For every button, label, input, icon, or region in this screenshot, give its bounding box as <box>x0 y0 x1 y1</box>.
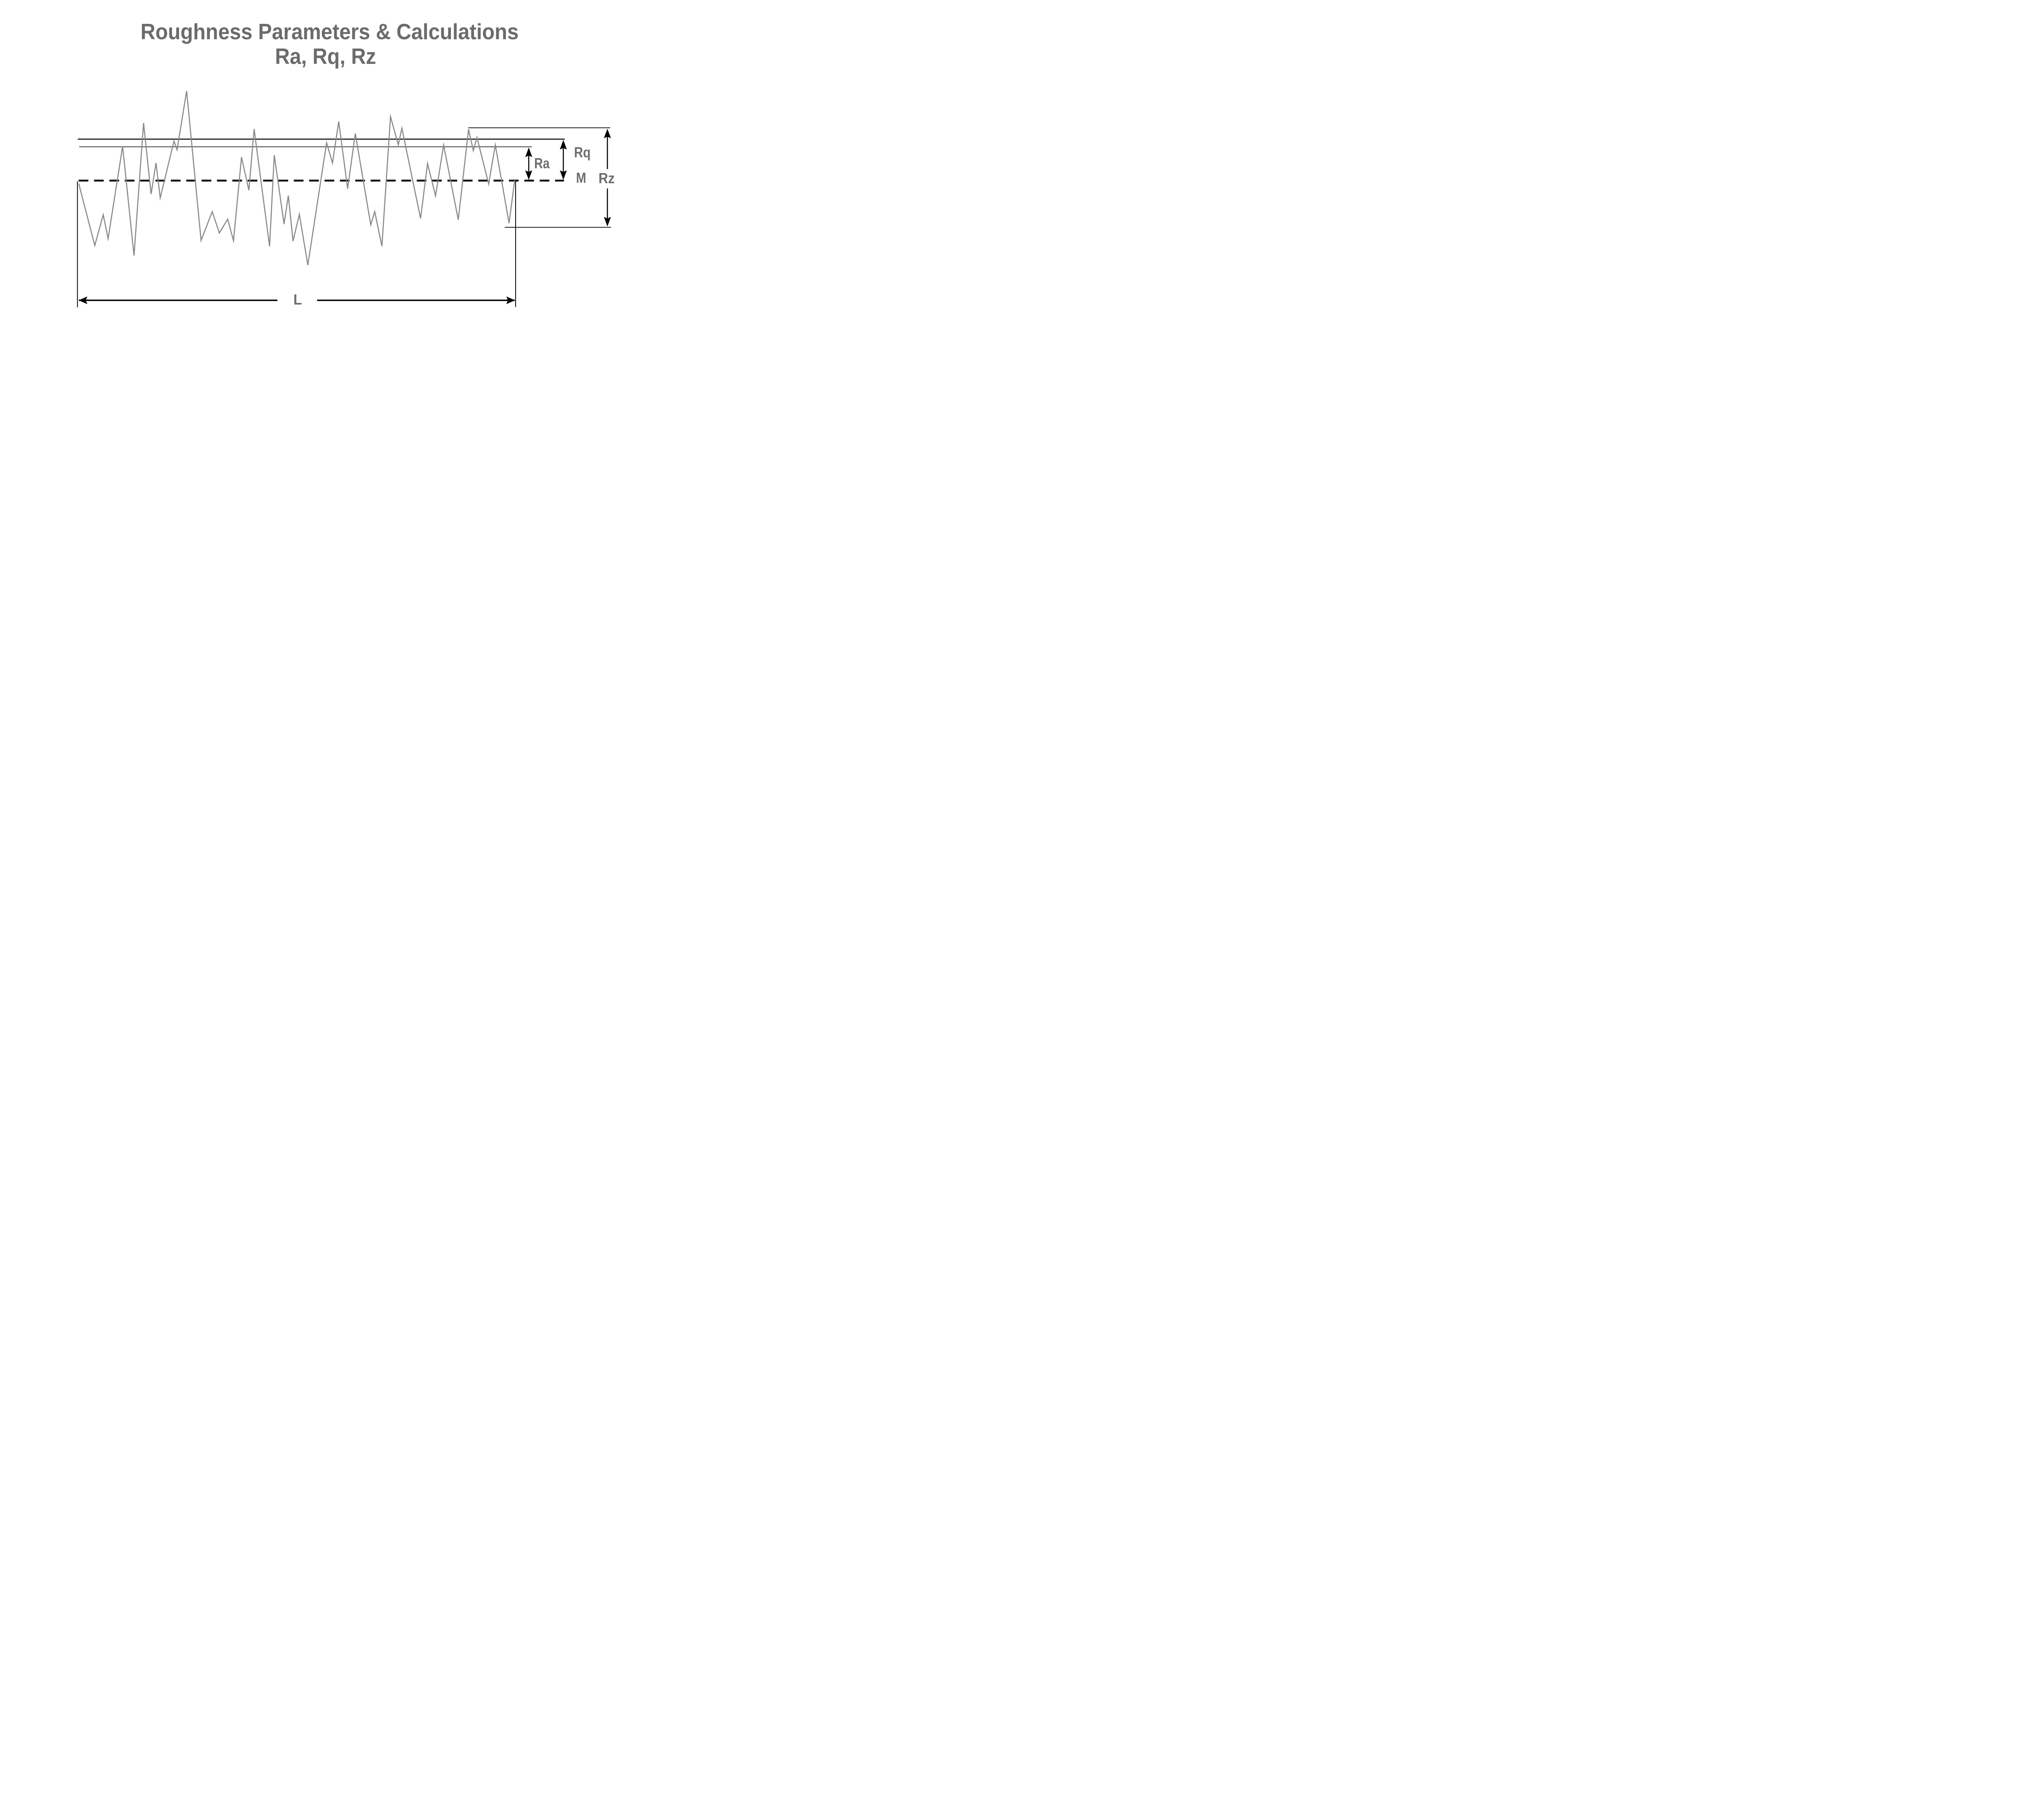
arrowhead-right-icon <box>506 296 515 304</box>
length-label: L <box>294 291 302 308</box>
arrowhead-down-icon <box>604 217 611 226</box>
arrowhead-up-icon <box>560 140 567 150</box>
arrowhead-up-icon <box>604 129 611 138</box>
diagram-canvas: Roughness Parameters & Calculations Ra, … <box>77 19 615 308</box>
mean-line-label: M <box>576 169 586 186</box>
page-title: Roughness Parameters & Calculations <box>141 19 519 44</box>
roughness-diagram: Roughness Parameters & Calculations Ra, … <box>0 0 647 364</box>
rq-dimension-arrow <box>560 140 567 180</box>
ra-label: Ra <box>534 155 550 171</box>
ra-dimension-arrow <box>525 147 533 180</box>
arrowhead-down-icon <box>525 170 533 180</box>
length-dimension-arrow <box>78 296 515 304</box>
arrowhead-down-icon <box>560 170 567 180</box>
page-subtitle: Ra, Rq, Rz <box>275 44 376 69</box>
rq-label: Rq <box>574 144 591 161</box>
roughness-profile-line <box>78 91 516 265</box>
arrowhead-up-icon <box>525 147 533 157</box>
rz-label: Rz <box>599 170 615 186</box>
arrowhead-left-icon <box>78 296 87 304</box>
rz-dimension-arrow <box>604 129 611 226</box>
